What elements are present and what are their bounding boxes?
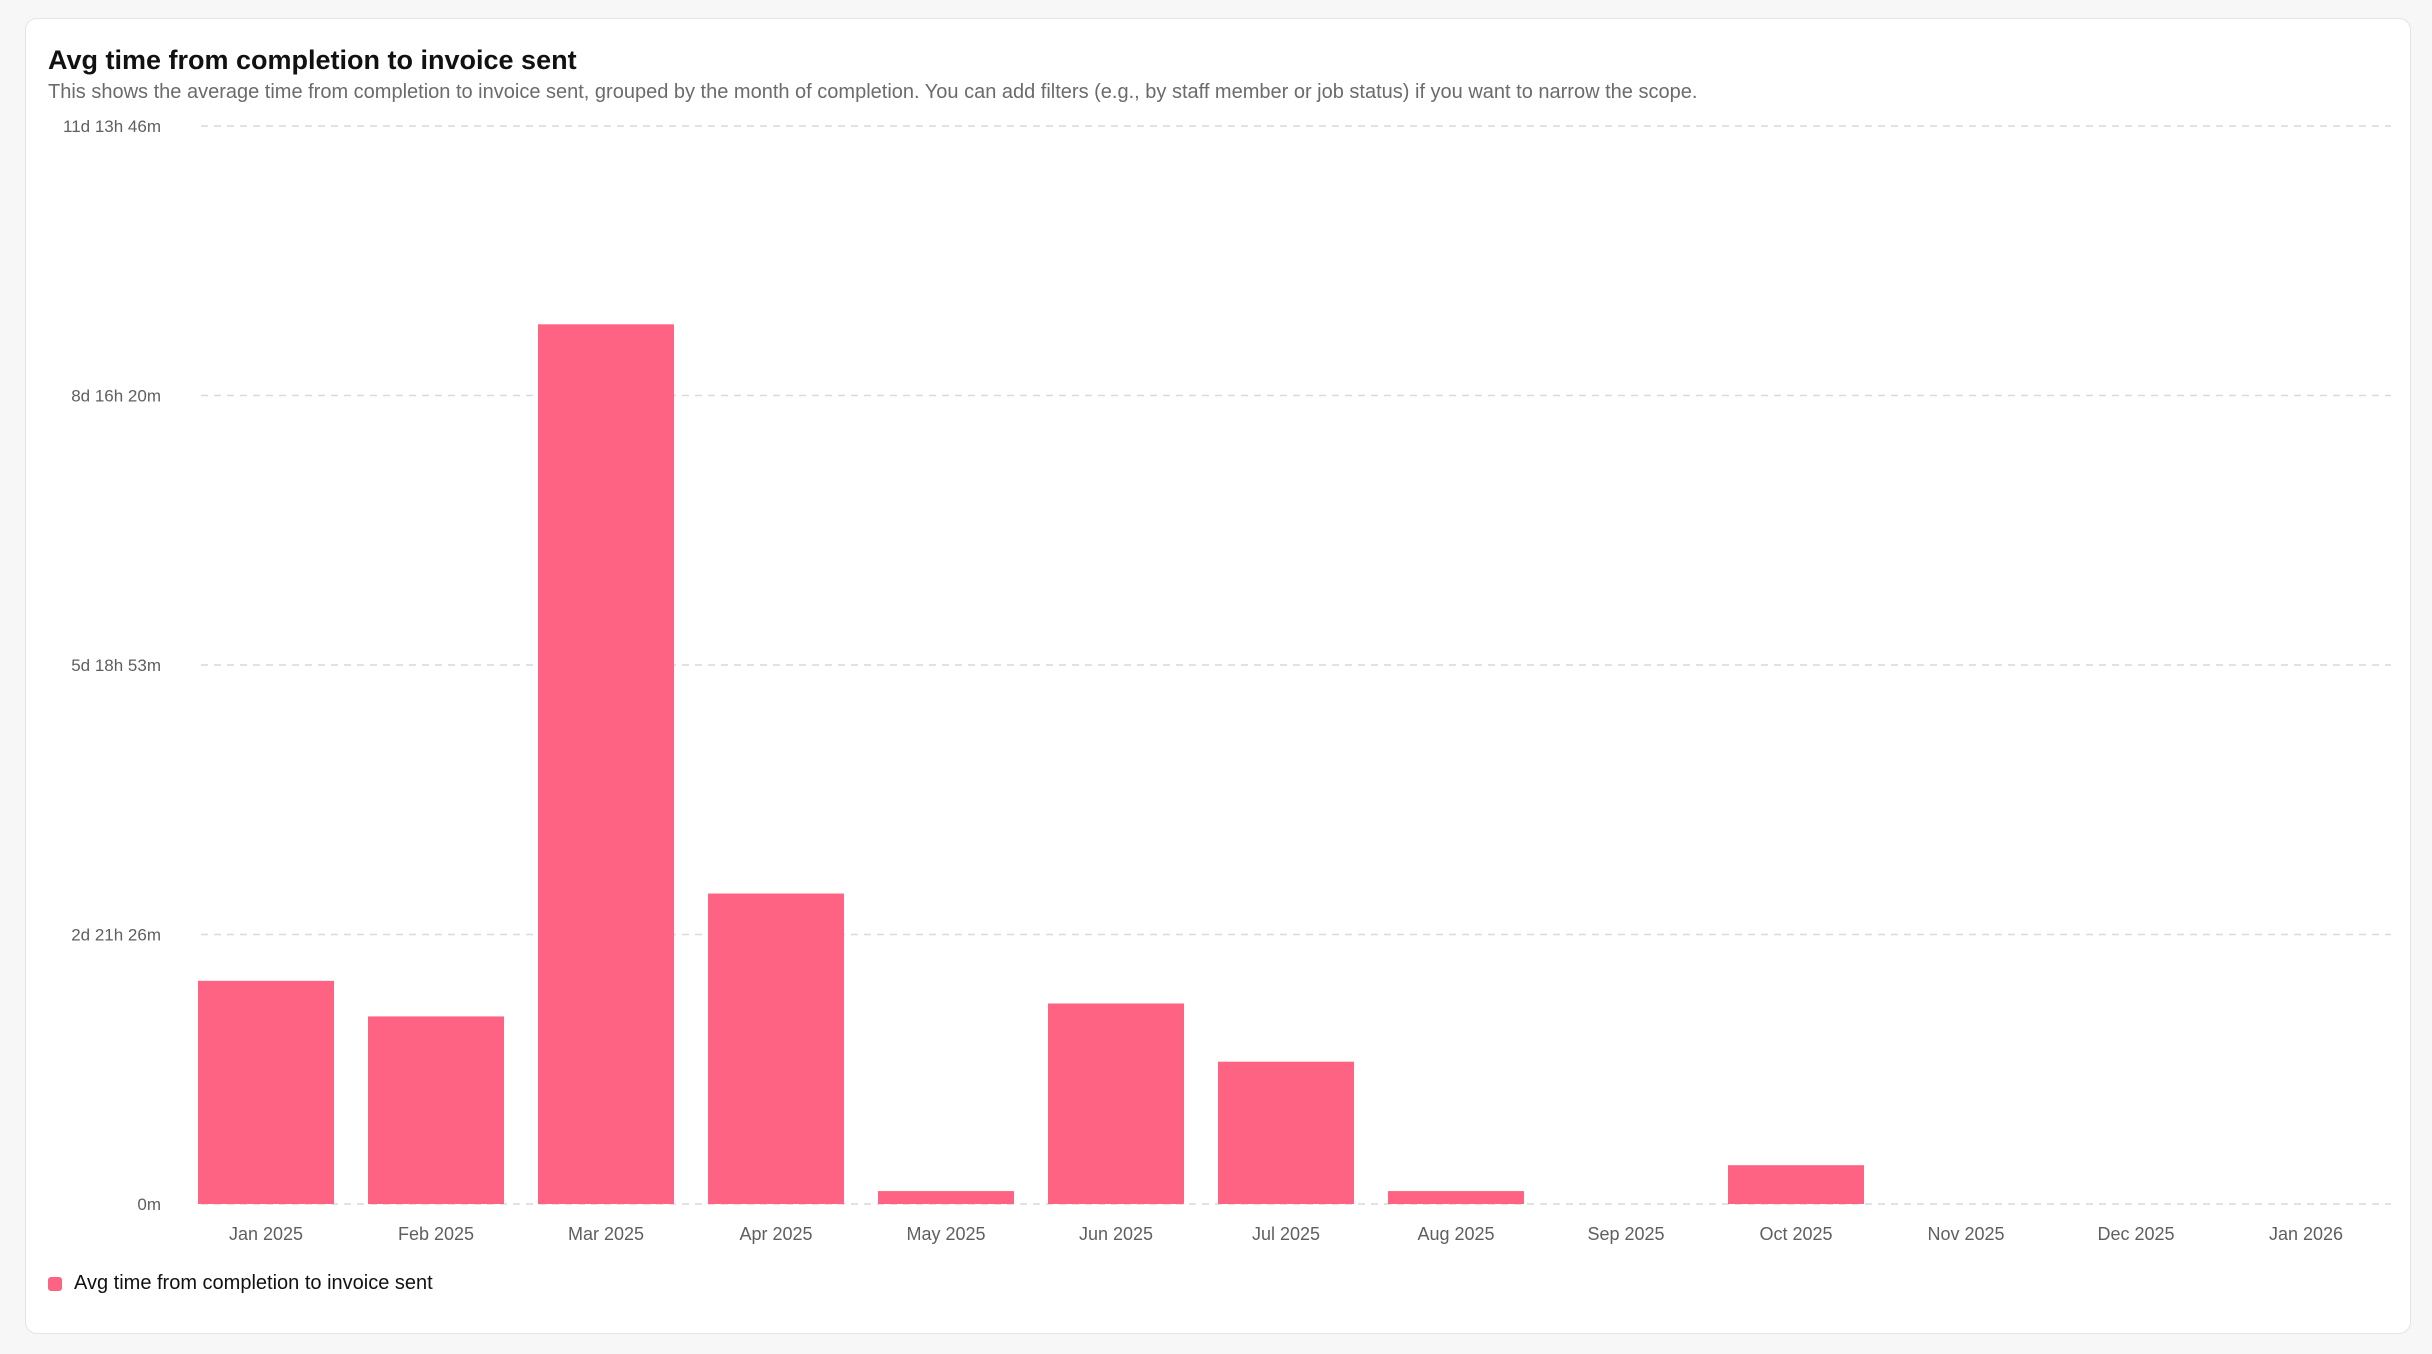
bar[interactable]: [1218, 1061, 1354, 1204]
x-tick-label: Oct 2025: [1759, 1224, 1832, 1244]
bar-chart: 0m 2d 21h 26m 5d 18h 53m 8d 16h 20m 11d 13h …: [63, 117, 2391, 1244]
legend[interactable]: Avg time from completion to invoice sent: [48, 1272, 433, 1295]
x-tick-label: Sep 2025: [1587, 1224, 1664, 1244]
legend-label: Avg time from completion to invoice sent: [74, 1272, 433, 1294]
chart-card: Avg time from completion to invoice sent…: [25, 18, 2411, 1334]
chart-title: Avg time from completion to invoice sent: [48, 45, 577, 75]
x-tick-label: Nov 2025: [1927, 1224, 2004, 1244]
bar[interactable]: [708, 893, 844, 1204]
x-tick-label: Jun 2025: [1079, 1224, 1153, 1244]
y-axis: 0m 2d 21h 26m 5d 18h 53m 8d 16h 20m 11d 13h …: [63, 117, 161, 1214]
bar[interactable]: [1048, 1003, 1184, 1204]
y-tick-label: 5d 18h 53m: [71, 656, 161, 675]
grid-lines: [201, 125, 2391, 1205]
bar[interactable]: [1388, 1191, 1524, 1204]
chart-subtitle: This shows the average time from complet…: [48, 81, 1698, 103]
bars: [198, 324, 1864, 1205]
x-tick-label: Mar 2025: [568, 1224, 644, 1244]
x-tick-label: Aug 2025: [1417, 1224, 1494, 1244]
y-tick-label: 2d 21h 26m: [71, 926, 161, 945]
bar[interactable]: [538, 324, 674, 1205]
x-tick-label: Dec 2025: [2097, 1224, 2174, 1244]
y-tick-label: 11d 13h 46m: [63, 117, 161, 136]
legend-swatch: [48, 1276, 62, 1291]
x-tick-label: Jul 2025: [1252, 1224, 1320, 1244]
y-tick-label: 8d 16h 20m: [71, 386, 161, 405]
x-axis: Jan 2025 Feb 2025 Mar 2025 Apr 2025 May 2025…: [229, 1224, 2343, 1244]
x-tick-label: Feb 2025: [398, 1224, 474, 1244]
bar[interactable]: [1728, 1165, 1864, 1204]
bar[interactable]: [368, 1016, 504, 1204]
x-tick-label: Apr 2025: [739, 1224, 812, 1244]
bar[interactable]: [878, 1191, 1014, 1204]
x-tick-label: Jan 2025: [229, 1224, 303, 1244]
x-tick-label: Jan 2026: [2269, 1224, 2343, 1244]
y-tick-label: 0m: [137, 1195, 161, 1214]
bar[interactable]: [198, 980, 334, 1204]
x-tick-label: May 2025: [906, 1224, 985, 1244]
